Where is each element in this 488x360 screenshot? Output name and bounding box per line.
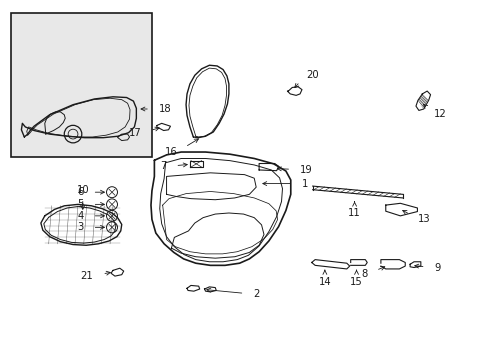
- Text: 18: 18: [159, 104, 171, 114]
- Text: 9: 9: [434, 263, 440, 273]
- Text: 13: 13: [417, 213, 430, 224]
- Text: 12: 12: [433, 109, 446, 120]
- Text: 14: 14: [318, 277, 330, 287]
- Text: 8: 8: [361, 269, 367, 279]
- Text: 4: 4: [77, 211, 83, 221]
- Bar: [11, 13, 152, 157]
- Text: 20: 20: [305, 70, 318, 80]
- Text: 16: 16: [164, 147, 177, 157]
- Text: 15: 15: [349, 277, 362, 287]
- Text: 2: 2: [253, 289, 259, 299]
- Text: 17: 17: [128, 128, 141, 138]
- Text: 11: 11: [347, 208, 360, 219]
- Text: 3: 3: [77, 222, 83, 232]
- Text: 10: 10: [76, 185, 89, 195]
- Text: 5: 5: [77, 199, 83, 210]
- Text: 1: 1: [302, 179, 308, 189]
- Text: 19: 19: [300, 165, 312, 175]
- Text: 7: 7: [160, 162, 166, 171]
- Text: 21: 21: [81, 271, 93, 280]
- Text: 6: 6: [77, 187, 83, 197]
